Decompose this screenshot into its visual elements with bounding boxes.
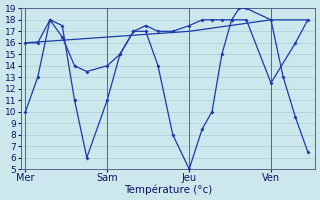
X-axis label: Température (°c): Température (°c) — [124, 185, 212, 195]
